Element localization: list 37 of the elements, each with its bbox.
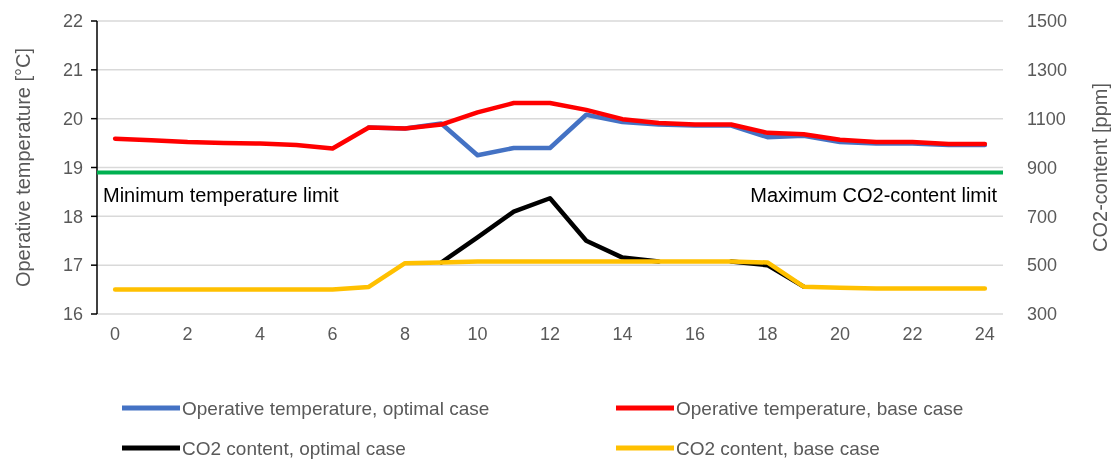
x-tick-label: 12 [539, 324, 561, 344]
y-tick-label: 16 [62, 304, 83, 325]
y2-tick-label: 900 [1027, 157, 1058, 178]
x-tick-label: 4 [255, 324, 266, 344]
line-series [112, 259, 988, 292]
y-axis-title: Operative temperature [°C] [12, 47, 34, 288]
x-tick-label: 24 [974, 324, 995, 344]
ref-line-label: Minimum temperature limit [103, 184, 340, 207]
legend-label: Operative temperature, optimal case [182, 397, 490, 419]
x-tick-label: 18 [757, 324, 778, 344]
y2-axis-title: CO2-content [ppm] [1089, 83, 1111, 252]
x-tick-label: 6 [327, 324, 338, 344]
y2-tick-label: 1100 [1027, 108, 1066, 129]
x-tick-label: 10 [467, 324, 488, 344]
x-tick-label: 16 [684, 324, 705, 344]
x-tick-label: 22 [902, 324, 923, 344]
y-tick-label: 20 [62, 108, 83, 129]
x-tick-label: 20 [829, 324, 850, 344]
y2-tick-label: 1500 [1027, 11, 1068, 32]
annotation: Maximum CO2-content limit [750, 184, 998, 207]
y2-tick-label: 700 [1027, 206, 1058, 227]
line-series [112, 100, 988, 151]
y-tick-label: 22 [62, 11, 83, 32]
legend-label: CO2 content, optimal case [182, 437, 406, 459]
y-tick-label: 17 [62, 255, 83, 276]
x-tick-label: 14 [612, 324, 633, 344]
y2-tick-label: 1300 [1027, 60, 1068, 81]
y-tick-label: 18 [62, 206, 83, 227]
x-tick-label: 0 [110, 324, 121, 344]
y2-tick-label: 500 [1027, 255, 1058, 276]
y-tick-label: 19 [62, 157, 83, 178]
y2-tick-label: 300 [1027, 304, 1058, 325]
legend-label: Operative temperature, base case [676, 397, 964, 419]
y-tick-label: 21 [62, 60, 83, 81]
x-tick-label: 8 [400, 324, 411, 344]
x-tick-label: 2 [182, 324, 193, 344]
legend-label: CO2 content, base case [676, 437, 880, 459]
